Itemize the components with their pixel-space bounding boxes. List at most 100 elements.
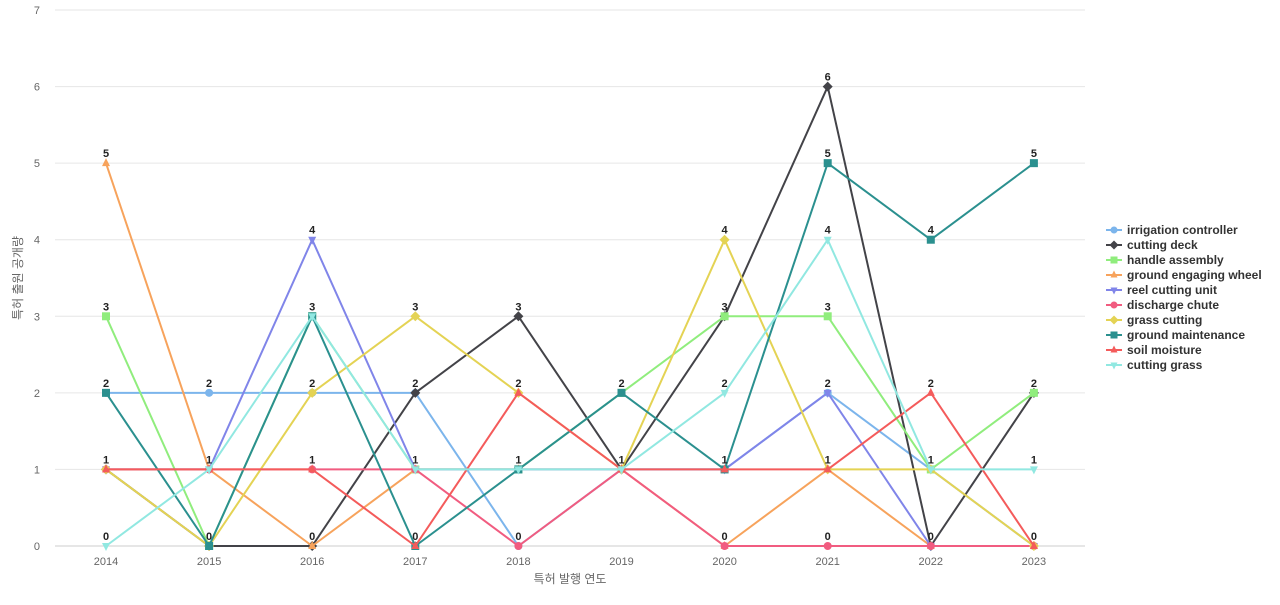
data-point[interactable]	[720, 312, 729, 321]
data-label: 3	[103, 301, 109, 313]
legend-marker	[1109, 315, 1119, 325]
data-point[interactable]	[823, 159, 832, 168]
data-label: 1	[618, 454, 624, 466]
series-line	[105, 238, 1034, 547]
data-labels: 5 3 2 1 0 2 1 0 4 3 2 1 0 3 2 1 0 3 2 1 0 2 1 4 3 2 1 0 6 5 4 3 2 1 0 4 2 1 0 5…	[103, 72, 1037, 543]
data-point[interactable]	[823, 312, 832, 321]
series-line	[105, 162, 1034, 547]
data-point[interactable]	[410, 387, 421, 398]
legend-item[interactable]: ground engaging wheel	[1106, 268, 1262, 282]
data-point[interactable]	[823, 542, 832, 550]
series-line	[105, 162, 1035, 547]
data-point[interactable]	[308, 541, 317, 549]
legend-marker	[1110, 226, 1118, 234]
data-point[interactable]	[1029, 388, 1038, 397]
legend-label: ground engaging wheel	[1127, 268, 1262, 282]
legend-label: soil moisture	[1127, 343, 1202, 357]
data-label: 3	[722, 301, 728, 313]
legend-label: ground maintenance	[1127, 328, 1245, 342]
series-line	[105, 85, 1035, 547]
data-point[interactable]	[411, 466, 420, 475]
data-label: 1	[1031, 454, 1037, 466]
data-label: 0	[103, 531, 109, 543]
data-point[interactable]	[822, 81, 833, 92]
legend-item[interactable]: soil moisture	[1106, 343, 1202, 357]
data-label: 0	[309, 531, 315, 543]
legend-marker	[1109, 240, 1119, 250]
legend-item[interactable]: cutting grass	[1106, 358, 1203, 372]
data-point[interactable]	[514, 387, 523, 396]
data-point[interactable]	[823, 236, 832, 245]
y-tick-label: 6	[34, 82, 40, 94]
data-point[interactable]	[102, 543, 110, 551]
data-point[interactable]	[410, 311, 421, 322]
legend-item[interactable]: reel cutting unit	[1106, 283, 1217, 297]
x-tick-label: 2017	[403, 556, 427, 568]
data-label: 0	[825, 531, 831, 543]
data-point[interactable]	[1029, 159, 1038, 168]
data-label: 2	[103, 378, 109, 390]
data-point[interactable]	[617, 388, 626, 397]
data-point[interactable]	[411, 541, 420, 549]
data-label: 4	[928, 225, 935, 237]
data-point[interactable]	[307, 387, 318, 398]
data-point[interactable]	[926, 235, 935, 244]
data-point[interactable]	[514, 466, 523, 475]
legend-marker	[1110, 301, 1118, 309]
data-label: 0	[412, 531, 418, 543]
data-point[interactable]	[1029, 541, 1038, 549]
data-point[interactable]	[308, 313, 317, 322]
data-label: 5	[1031, 148, 1037, 160]
y-axis-title: 특허 출원 공개량	[11, 236, 25, 320]
data-point[interactable]	[720, 464, 729, 473]
legend-marker	[1110, 345, 1118, 353]
legend-item[interactable]: ground maintenance	[1106, 328, 1245, 342]
legend-label: discharge chute	[1127, 298, 1219, 312]
x-tick-label: 2015	[197, 556, 221, 568]
data-point[interactable]	[514, 542, 523, 550]
data-point[interactable]	[720, 542, 729, 550]
legend-marker	[1110, 270, 1118, 278]
data-label: 4	[722, 225, 729, 237]
x-tick-label: 2020	[712, 556, 736, 568]
data-label: 5	[825, 148, 831, 160]
data-point[interactable]	[308, 464, 317, 473]
data-point[interactable]	[926, 387, 935, 396]
data-point[interactable]	[823, 389, 832, 398]
data-point[interactable]	[823, 464, 832, 473]
data-point[interactable]	[102, 158, 110, 167]
x-axis-title: 특허 발행 연도	[534, 571, 607, 586]
legend-item[interactable]: discharge chute	[1106, 298, 1219, 312]
data-point[interactable]	[513, 311, 524, 322]
data-label: 1	[928, 454, 934, 466]
x-axis-ticks: 2014 2015 2016 2017 2018 2019 2020 2021 2022 2023	[94, 556, 1046, 568]
y-axis-ticks: 0 1 2 3 4 5 6 7	[34, 5, 40, 553]
legend-item[interactable]: cutting deck	[1106, 238, 1198, 252]
legend-label: handle assembly	[1127, 253, 1224, 267]
data-label: 3	[825, 301, 831, 313]
legend-label: irrigation controller	[1127, 223, 1238, 237]
series	[102, 159, 1038, 550]
data-label: 0	[515, 531, 521, 543]
data-label: 1	[206, 454, 212, 466]
legend-item[interactable]: grass cutting	[1106, 313, 1202, 327]
data-label: 2	[412, 378, 418, 390]
legend-item[interactable]: handle assembly	[1106, 253, 1224, 267]
data-point[interactable]	[308, 236, 317, 245]
data-point[interactable]	[205, 542, 214, 550]
data-point[interactable]	[720, 389, 729, 398]
data-point[interactable]	[102, 312, 110, 321]
legend-item[interactable]: irrigation controller	[1106, 223, 1238, 237]
data-point[interactable]	[926, 542, 935, 550]
data-point[interactable]	[102, 464, 110, 473]
data-point[interactable]	[719, 234, 730, 245]
data-point[interactable]	[205, 388, 214, 397]
x-tick-label: 2018	[506, 556, 530, 568]
data-point[interactable]	[1029, 466, 1038, 475]
data-point[interactable]	[102, 388, 110, 397]
data-point[interactable]	[617, 466, 626, 475]
data-point[interactable]	[926, 466, 935, 475]
data-point[interactable]	[205, 466, 214, 475]
